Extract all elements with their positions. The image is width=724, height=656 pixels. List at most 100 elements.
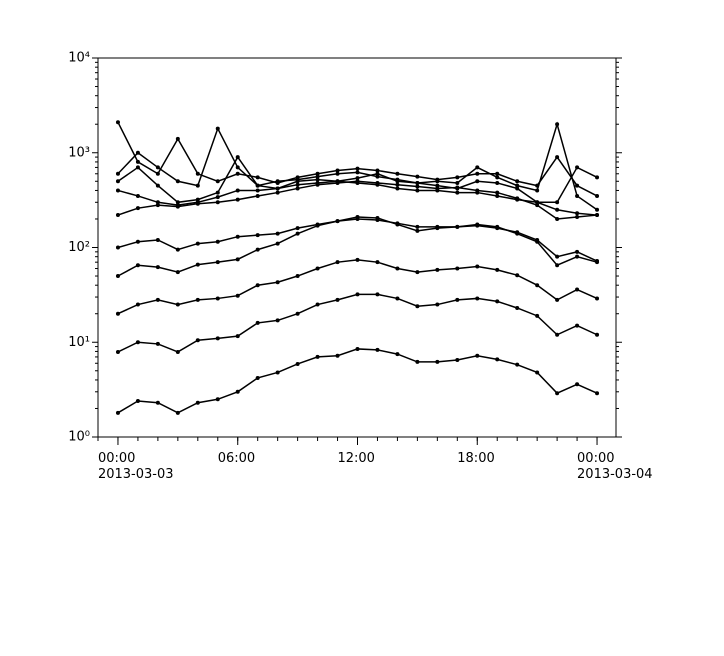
data-point (575, 183, 580, 188)
data-point (255, 193, 260, 198)
data-point (215, 179, 220, 184)
data-point (195, 338, 200, 343)
data-point (215, 200, 220, 205)
data-point (475, 179, 480, 184)
data-point (195, 200, 200, 205)
data-point (135, 340, 140, 345)
data-point (495, 171, 500, 176)
data-point (135, 193, 140, 198)
data-point (395, 186, 400, 191)
data-point (415, 174, 420, 179)
data-point (415, 184, 420, 189)
data-point (375, 260, 380, 265)
data-point (195, 400, 200, 405)
data-point (115, 349, 120, 354)
data-point (495, 175, 500, 180)
data-point (275, 280, 280, 285)
data-point (595, 259, 600, 264)
data-point (235, 234, 240, 239)
data-point (355, 257, 360, 262)
series-line (117, 126, 598, 204)
data-point (375, 174, 380, 179)
data-point (335, 179, 340, 184)
data-point (495, 357, 500, 362)
data-point (315, 302, 320, 307)
data-point (255, 247, 260, 252)
data-point (315, 180, 320, 185)
data-point (315, 266, 320, 271)
data-point (355, 180, 360, 185)
data-point (175, 136, 180, 141)
data-point (215, 296, 220, 301)
data-point (395, 352, 400, 357)
data-point (575, 214, 580, 219)
data-point (235, 334, 240, 339)
data-point (295, 274, 300, 279)
data-point (475, 165, 480, 170)
data-point (215, 195, 220, 200)
data-point (215, 260, 220, 265)
data-point (155, 183, 160, 188)
data-point (515, 362, 520, 367)
data-point (595, 391, 600, 396)
data-point (135, 150, 140, 155)
data-point (235, 188, 240, 193)
data-point (115, 179, 120, 184)
y-tick-label: 10⁴ (68, 51, 90, 66)
data-point (575, 193, 580, 198)
data-point (255, 283, 260, 288)
data-point (335, 219, 340, 224)
data-point (235, 171, 240, 176)
data-point (235, 155, 240, 160)
data-point (175, 302, 180, 307)
data-point (235, 293, 240, 298)
data-point (375, 347, 380, 352)
data-point (155, 203, 160, 208)
data-point (415, 180, 420, 185)
data-point (375, 218, 380, 223)
data-point (375, 182, 380, 187)
data-point (135, 263, 140, 268)
data-point (495, 226, 500, 231)
data-point (155, 171, 160, 176)
data-point (155, 341, 160, 346)
data-point (115, 171, 120, 176)
data-point (435, 183, 440, 188)
data-point (395, 177, 400, 182)
data-point (255, 188, 260, 193)
data-point (595, 207, 600, 212)
data-point (215, 397, 220, 402)
data-point (355, 346, 360, 351)
data-point (175, 349, 180, 354)
data-point (535, 183, 540, 188)
data-point (395, 296, 400, 301)
data-point (215, 239, 220, 244)
data-point (595, 332, 600, 337)
data-point (515, 305, 520, 310)
data-point (235, 165, 240, 170)
data-point (515, 179, 520, 184)
x-tick-label: 06:00 (217, 451, 256, 466)
data-point (555, 297, 560, 302)
data-point (475, 223, 480, 228)
data-point (235, 197, 240, 202)
x-tick-label: 00:00 2013-03-03 (97, 451, 174, 482)
data-point (255, 375, 260, 380)
data-point (495, 193, 500, 198)
data-point (555, 216, 560, 221)
data-point (535, 370, 540, 375)
data-point (455, 180, 460, 185)
data-point (295, 361, 300, 366)
data-point (115, 188, 120, 193)
y-tick-label: 10² (68, 240, 90, 255)
data-point (355, 216, 360, 221)
data-point (295, 311, 300, 316)
data-point (455, 266, 460, 271)
data-point (575, 211, 580, 216)
y-tick-label: 10⁰ (68, 430, 90, 445)
data-point (455, 190, 460, 195)
data-point (255, 183, 260, 188)
data-point (135, 159, 140, 164)
data-point (595, 213, 600, 218)
